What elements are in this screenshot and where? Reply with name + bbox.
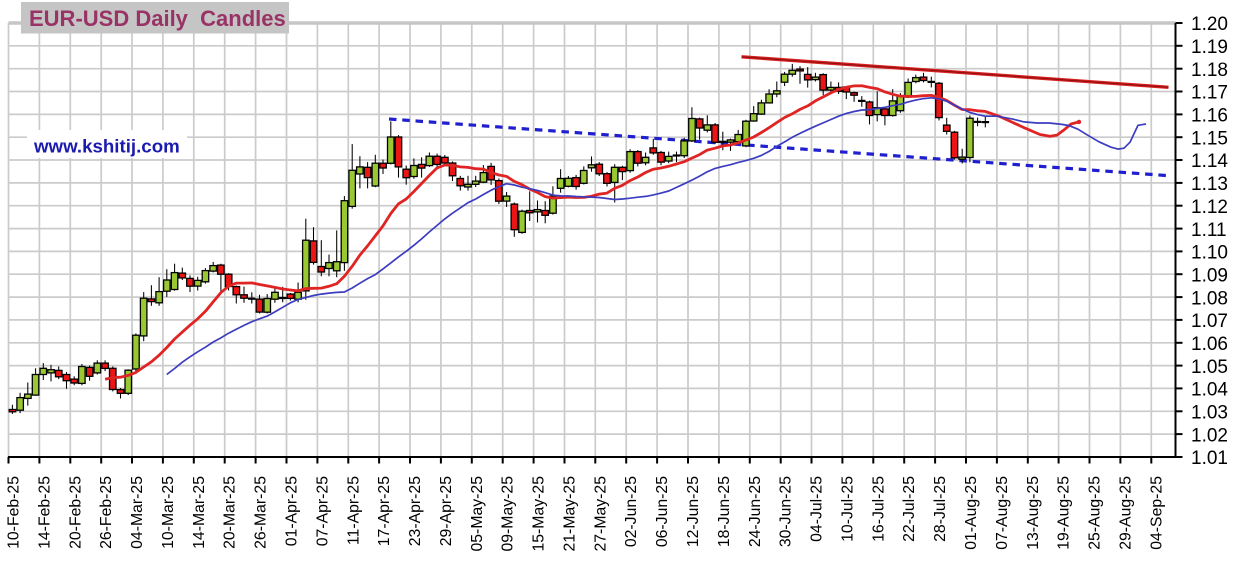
svg-text:07-Apr-25: 07-Apr-25 xyxy=(314,476,331,546)
svg-text:29-Aug-25: 29-Aug-25 xyxy=(1117,476,1134,550)
svg-text:04-Mar-25: 04-Mar-25 xyxy=(129,476,146,549)
svg-text:15-May-25: 15-May-25 xyxy=(531,476,548,552)
svg-text:1.19: 1.19 xyxy=(1191,37,1228,58)
svg-text:04-Jul-25: 04-Jul-25 xyxy=(809,476,826,542)
svg-text:21-May-25: 21-May-25 xyxy=(562,476,579,552)
svg-text:25-Aug-25: 25-Aug-25 xyxy=(1087,476,1104,550)
svg-text:12-Jun-25: 12-Jun-25 xyxy=(685,476,702,547)
svg-text:16-Jul-25: 16-Jul-25 xyxy=(870,476,887,542)
svg-text:1.13: 1.13 xyxy=(1191,174,1228,195)
svg-text:1.01: 1.01 xyxy=(1191,448,1228,469)
svg-text:1.08: 1.08 xyxy=(1191,288,1228,309)
svg-text:24-Jun-25: 24-Jun-25 xyxy=(747,476,764,547)
svg-text:29-Apr-25: 29-Apr-25 xyxy=(438,476,455,546)
svg-text:26-Feb-25: 26-Feb-25 xyxy=(98,476,115,549)
svg-text:13-Aug-25: 13-Aug-25 xyxy=(1025,476,1042,550)
svg-text:1.10: 1.10 xyxy=(1191,243,1228,264)
svg-text:1.05: 1.05 xyxy=(1191,357,1228,378)
svg-text:14-Feb-25: 14-Feb-25 xyxy=(36,476,53,549)
svg-text:10-Mar-25: 10-Mar-25 xyxy=(160,476,177,549)
svg-text:1.03: 1.03 xyxy=(1191,403,1228,424)
svg-text:1.16: 1.16 xyxy=(1191,106,1228,127)
svg-text:10-Jul-25: 10-Jul-25 xyxy=(839,476,856,542)
svg-text:07-Aug-25: 07-Aug-25 xyxy=(994,476,1011,550)
svg-text:27-May-25: 27-May-25 xyxy=(592,476,609,552)
svg-text:01-Aug-25: 01-Aug-25 xyxy=(963,476,980,550)
svg-text:28-Jul-25: 28-Jul-25 xyxy=(932,476,949,542)
svg-text:1.09: 1.09 xyxy=(1191,265,1228,286)
svg-text:17-Apr-25: 17-Apr-25 xyxy=(376,476,393,546)
svg-text:1.06: 1.06 xyxy=(1191,334,1228,355)
svg-text:1.07: 1.07 xyxy=(1191,311,1228,332)
svg-text:1.11: 1.11 xyxy=(1191,220,1227,241)
svg-text:1.14: 1.14 xyxy=(1191,151,1228,172)
svg-text:23-Apr-25: 23-Apr-25 xyxy=(407,476,424,546)
svg-text:02-Jun-25: 02-Jun-25 xyxy=(623,476,640,547)
svg-text:www.kshitij.com: www.kshitij.com xyxy=(33,136,180,157)
svg-text:19-Aug-25: 19-Aug-25 xyxy=(1056,476,1073,550)
svg-text:1.15: 1.15 xyxy=(1191,128,1228,149)
svg-text:1.04: 1.04 xyxy=(1191,380,1228,401)
svg-text:10-Feb-25: 10-Feb-25 xyxy=(6,476,23,549)
svg-text:05-May-25: 05-May-25 xyxy=(469,476,486,552)
svg-text:04-Sep-25: 04-Sep-25 xyxy=(1148,476,1165,550)
svg-text:22-Jul-25: 22-Jul-25 xyxy=(901,476,918,542)
svg-text:1.12: 1.12 xyxy=(1191,197,1228,218)
svg-text:EUR-USD Daily Candles: EUR-USD Daily Candles xyxy=(29,6,286,31)
svg-text:1.20: 1.20 xyxy=(1191,14,1228,35)
svg-text:20-Feb-25: 20-Feb-25 xyxy=(67,476,84,549)
svg-text:30-Jun-25: 30-Jun-25 xyxy=(778,476,795,547)
svg-text:26-Mar-25: 26-Mar-25 xyxy=(253,476,270,549)
svg-text:09-May-25: 09-May-25 xyxy=(500,476,517,552)
svg-text:11-Apr-25: 11-Apr-25 xyxy=(345,476,362,545)
svg-text:1.17: 1.17 xyxy=(1191,83,1228,104)
svg-text:18-Jun-25: 18-Jun-25 xyxy=(716,476,733,547)
svg-text:06-Jun-25: 06-Jun-25 xyxy=(654,476,671,547)
svg-text:01-Apr-25: 01-Apr-25 xyxy=(284,476,301,546)
svg-text:1.02: 1.02 xyxy=(1191,425,1228,446)
svg-text:14-Mar-25: 14-Mar-25 xyxy=(191,476,208,549)
svg-text:20-Mar-25: 20-Mar-25 xyxy=(222,476,239,549)
svg-text:1.18: 1.18 xyxy=(1191,60,1228,81)
